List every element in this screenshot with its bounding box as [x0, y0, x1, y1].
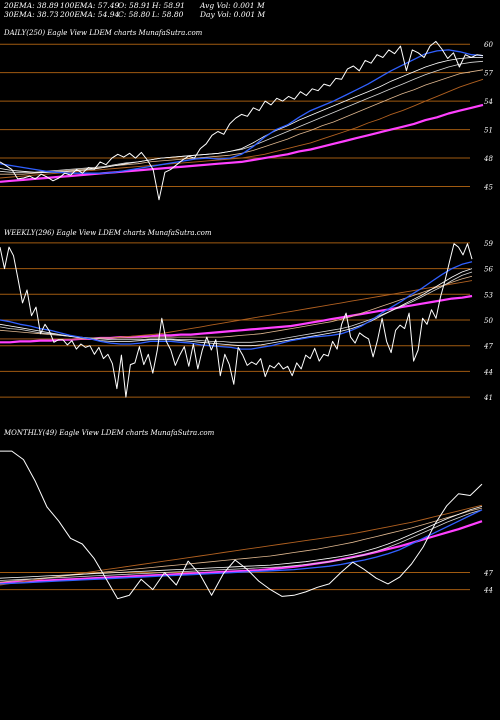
- ema20-series-line: [0, 268, 473, 347]
- y-tick-label: 57: [484, 70, 493, 78]
- ema20-series-line: [0, 506, 483, 579]
- chart-panel-1: WEEKLY(296) Eagle View LDEM charts Munaf…: [0, 229, 493, 402]
- y-tick-label: 47: [483, 343, 493, 351]
- stat-item: 20EMA: 38.89: [4, 1, 59, 10]
- y-tick-label: 44: [483, 587, 493, 595]
- chart-panel-0: DAILY(250) Eagle View LDEM charts Munafa…: [0, 29, 493, 201]
- price-series-line: [0, 40, 484, 201]
- stat-item: 200EMA: 54.94: [60, 10, 120, 19]
- ema200-series-line: [0, 103, 484, 183]
- ema30-series-line: [0, 509, 483, 581]
- y-tick-label: 50: [484, 317, 493, 325]
- price-series-line: [0, 243, 473, 398]
- y-tick-label: 56: [484, 266, 493, 274]
- ema_blue-series-line: [0, 509, 483, 585]
- chart-title: MONTHLY(49) Eagle View LDEM charts Munaf…: [3, 429, 215, 437]
- y-tick-label: 54: [484, 98, 493, 106]
- ema_blue-series-line: [0, 49, 484, 174]
- y-tick-label: 48: [483, 155, 493, 163]
- y-tick-label: 59: [484, 240, 493, 248]
- ema100-series-line: [0, 280, 473, 340]
- stat-item: 30EMA: 38.73: [4, 10, 59, 19]
- chart-panel-2: MONTHLY(49) Eagle View LDEM charts Munaf…: [0, 429, 493, 600]
- y-tick-label: 47: [483, 570, 493, 578]
- stat-item: O: 58.91: [118, 1, 151, 10]
- stat-item: Avg Vol: 0.001 M: [200, 1, 265, 10]
- stat-item: H: 58.91: [152, 1, 185, 10]
- y-tick-label: 44: [483, 368, 493, 376]
- ema30-series-line: [0, 60, 484, 173]
- chart-title: DAILY(250) Eagle View LDEM charts Munafa…: [3, 29, 203, 37]
- y-tick-label: 60: [484, 41, 493, 49]
- y-tick-label: 53: [484, 291, 493, 299]
- y-tick-label: 51: [484, 127, 493, 135]
- ema100-series-line: [0, 504, 483, 586]
- chart-title: WEEKLY(296) Eagle View LDEM charts Munaf…: [4, 229, 212, 237]
- stat-item: Day Vol: 0.001 M: [200, 10, 266, 19]
- stats-header: 20EMA: 38.89 100EMA: 57.49 O: 58.91 H: 58.9…: [0, 0, 500, 20]
- ema200-series-line: [0, 520, 483, 584]
- stat-item: 100EMA: 57.49: [60, 1, 120, 10]
- ema100-series-line: [0, 78, 484, 179]
- stat-item: L: 58.80: [152, 10, 184, 19]
- stat-item: C: 58.80: [118, 10, 151, 19]
- ema20-series-line: [0, 57, 483, 173]
- price-series-line: [0, 450, 483, 600]
- ema50-series-line: [0, 69, 484, 175]
- ema_blue-series-line: [0, 261, 473, 350]
- y-tick-label: 45: [483, 184, 493, 192]
- y-tick-label: 41: [483, 394, 493, 402]
